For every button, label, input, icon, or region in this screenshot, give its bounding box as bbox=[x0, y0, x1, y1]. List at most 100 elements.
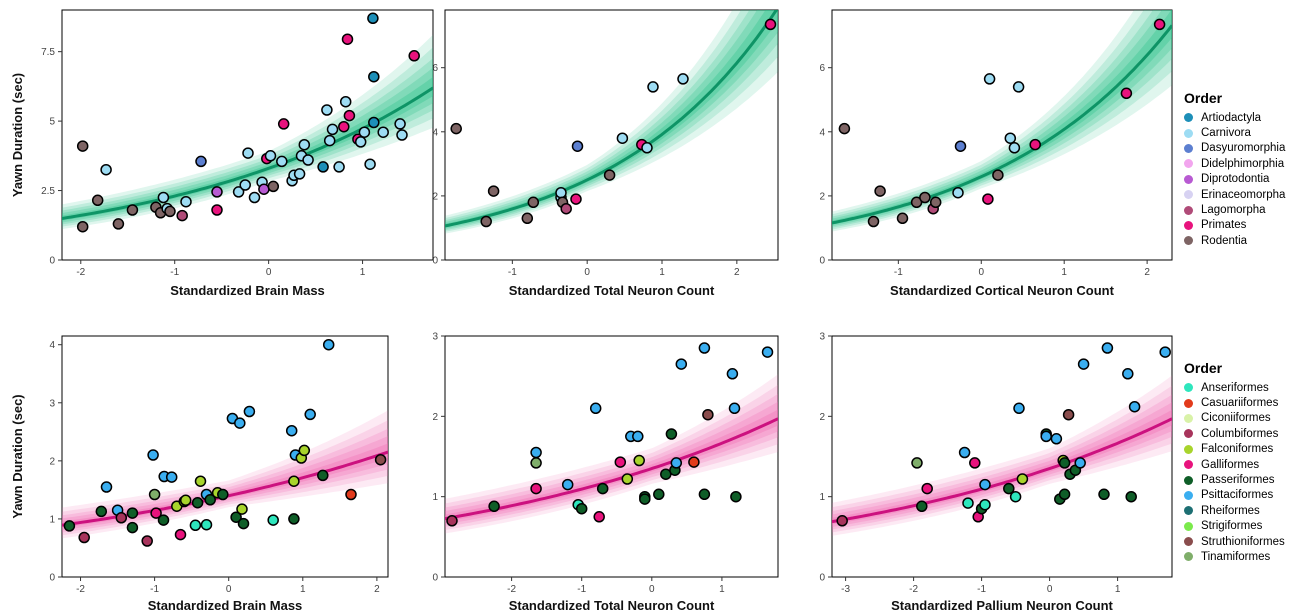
legend-swatch bbox=[1184, 460, 1193, 470]
data-point bbox=[561, 478, 574, 491]
data-point bbox=[321, 104, 333, 116]
data-point bbox=[322, 338, 335, 351]
data-point bbox=[530, 446, 542, 459]
x-tick-label: 0 bbox=[226, 584, 232, 595]
data-point bbox=[76, 140, 89, 152]
data-point bbox=[76, 220, 89, 233]
data-point bbox=[258, 183, 270, 195]
fit-line bbox=[445, 417, 778, 521]
data-point bbox=[377, 126, 389, 138]
data-point bbox=[217, 488, 229, 501]
data-point bbox=[1029, 138, 1041, 151]
legend-item: Casuariiformes bbox=[1184, 395, 1285, 410]
x-tick-label: -2 bbox=[507, 584, 516, 595]
legend-item: Rodentia bbox=[1184, 233, 1285, 248]
x-tick-label: -2 bbox=[76, 267, 85, 278]
data-point bbox=[647, 81, 659, 93]
y-tick-label: 2 bbox=[819, 191, 825, 202]
x-tick-label: -2 bbox=[909, 584, 918, 595]
legend-swatch bbox=[1184, 490, 1193, 500]
data-point bbox=[147, 449, 159, 461]
data-point bbox=[354, 136, 367, 148]
data-point bbox=[126, 507, 139, 519]
x-tick-label: -1 bbox=[577, 584, 586, 595]
credible-band bbox=[62, 420, 388, 536]
legend-swatch bbox=[1184, 398, 1193, 408]
data-point bbox=[698, 488, 711, 501]
data-point bbox=[982, 193, 994, 205]
data-point bbox=[616, 132, 629, 144]
legend-item: Struthioniformes bbox=[1184, 534, 1285, 549]
y-axis-title: Yawn Duration (sec) bbox=[10, 73, 25, 197]
x-tick-label: 1 bbox=[360, 267, 366, 278]
y-tick-label: 1 bbox=[432, 492, 438, 503]
x-axis-title: Standardized Pallium Neuron Count bbox=[891, 598, 1113, 613]
data-point bbox=[112, 218, 125, 230]
data-point bbox=[867, 215, 880, 228]
legend-swatch bbox=[1184, 383, 1193, 393]
data-point bbox=[338, 120, 350, 133]
legend-swatch bbox=[1184, 174, 1193, 184]
data-point bbox=[1009, 490, 1022, 503]
credible-band bbox=[832, 385, 1172, 533]
legend-birds: Order Anseriformes Casuariiformes Ciconiif… bbox=[1184, 360, 1285, 565]
y-tick-label: 3 bbox=[819, 332, 825, 343]
y-tick-label: 2 bbox=[432, 191, 438, 202]
data-point bbox=[450, 122, 462, 135]
legend-title: Order bbox=[1184, 360, 1223, 376]
data-point bbox=[194, 475, 207, 487]
credible-band bbox=[62, 67, 433, 223]
legend-label: Galliformes bbox=[1201, 458, 1260, 471]
x-axis-title: Standardized Brain Mass bbox=[170, 283, 325, 298]
data-point bbox=[979, 478, 991, 491]
legend-swatch bbox=[1184, 220, 1193, 230]
y-tick-label: 6 bbox=[819, 63, 825, 74]
data-point bbox=[1153, 18, 1166, 31]
data-point bbox=[621, 473, 634, 485]
data-point bbox=[100, 163, 112, 176]
data-point bbox=[276, 155, 288, 168]
data-point bbox=[317, 469, 329, 482]
y-tick-label: 0 bbox=[49, 256, 55, 267]
data-point bbox=[302, 154, 314, 166]
plot-area bbox=[62, 338, 388, 547]
data-point bbox=[326, 123, 339, 136]
y-tick-label: 1 bbox=[819, 492, 825, 503]
data-point bbox=[838, 122, 851, 135]
y-tick-label: 2 bbox=[49, 456, 55, 467]
data-point bbox=[174, 528, 187, 541]
x-tick-label: -1 bbox=[894, 267, 903, 278]
data-point bbox=[345, 488, 357, 501]
legend-swatch bbox=[1184, 521, 1193, 531]
data-point bbox=[1003, 482, 1015, 495]
credible-band bbox=[445, 393, 778, 527]
legend-swatch bbox=[1184, 205, 1193, 215]
data-point bbox=[728, 402, 741, 415]
data-point bbox=[1040, 430, 1052, 443]
data-point bbox=[1128, 400, 1141, 413]
x-tick-label: 0 bbox=[649, 584, 655, 595]
legend-item: Erinaceomorpha bbox=[1184, 187, 1285, 202]
data-point bbox=[304, 408, 316, 421]
x-axis-title: Standardized Cortical Neuron Count bbox=[890, 283, 1115, 298]
legend-swatch bbox=[1184, 143, 1193, 153]
data-point bbox=[288, 475, 300, 487]
legend-label: Didelphimorphia bbox=[1201, 157, 1285, 170]
data-point bbox=[487, 185, 500, 197]
legend-item: Primates bbox=[1184, 218, 1285, 233]
x-tick-label: 1 bbox=[1115, 584, 1121, 595]
credible-band bbox=[62, 436, 388, 531]
legend-item: Didelphimorphia bbox=[1184, 156, 1285, 171]
data-point bbox=[639, 493, 651, 505]
plot-area bbox=[445, 342, 778, 534]
data-point bbox=[521, 212, 534, 225]
legend-item: Carnivora bbox=[1184, 125, 1285, 140]
chart-panel-mammal_total_neuron: -1 0 1 2 0 2 4 6 Standardized Total Neuron Count bbox=[432, 9, 779, 298]
data-point bbox=[653, 488, 665, 501]
x-tick-label: 0 bbox=[1047, 584, 1053, 595]
legend-label: Psittaciformes bbox=[1201, 489, 1274, 502]
data-point bbox=[952, 186, 964, 199]
data-point bbox=[341, 33, 354, 45]
credible-band bbox=[62, 428, 388, 533]
x-tick-label: 0 bbox=[978, 267, 984, 278]
